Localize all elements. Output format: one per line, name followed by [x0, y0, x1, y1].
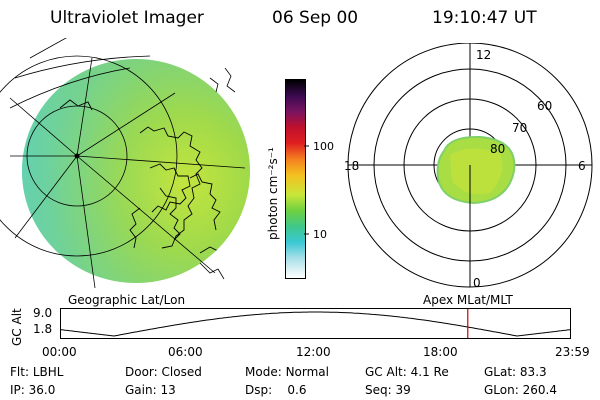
info-gc-alt: GC Alt: 4.1 Re — [365, 365, 449, 379]
lat-label-80: 80 — [490, 142, 505, 156]
altitude-plot-frame — [60, 308, 571, 339]
time-tick-1800: 18:00 — [423, 345, 458, 359]
polar-panel-label: Apex MLat/MLT — [423, 293, 513, 307]
info-seq: Seq: 39 — [365, 383, 411, 397]
time-tick-2359: 23:59 — [555, 345, 590, 359]
time-label: 19:10:47 UT — [432, 8, 537, 28]
mlt-label-right: 6 — [578, 159, 586, 173]
time-tick-1200: 12:00 — [296, 345, 331, 359]
info-glon: GLon: 260.4 — [484, 383, 557, 397]
geo-panel-label: Geographic Lat/Lon — [68, 293, 186, 307]
time-tick-0600: 06:00 — [168, 345, 203, 359]
mlt-label-bottom: 0 — [473, 276, 481, 290]
date-label: 06 Sep 00 — [272, 8, 359, 28]
altitude-ytick-bottom: 1.8 — [33, 322, 53, 336]
colorbar-tick-10: 10 — [313, 228, 327, 241]
altitude-ylabel: GC Alt — [10, 308, 24, 346]
info-gain: Gain: 13 — [125, 383, 176, 397]
mlt-label-left: 18 — [344, 159, 359, 173]
lat-label-60: 60 — [537, 99, 552, 113]
lat-lon-grid — [0, 38, 246, 289]
info-glat: GLat: 83.3 — [484, 365, 547, 379]
info-dsp: Dsp: 0.6 — [245, 383, 307, 397]
altitude-curve — [60, 311, 571, 337]
app-title: Ultraviolet Imager — [50, 8, 204, 28]
info-door: Door: Closed — [125, 365, 202, 379]
altitude-plot — [60, 308, 571, 339]
colorbar-axis: 100 10 — [304, 140, 334, 241]
colorbar-unit-label: photon cm⁻²s⁻¹ — [266, 147, 280, 240]
colorbar-tick-100: 100 — [313, 140, 334, 153]
altitude-ytick-top: 9.0 — [33, 306, 53, 320]
time-tick-0000: 00:00 — [42, 345, 77, 359]
info-flt: Flt: LBHL — [10, 365, 64, 379]
colorbar — [285, 79, 306, 279]
polar-plot-panel: 12 0 18 6 60 70 80 — [344, 43, 593, 290]
geographic-image-panel — [0, 38, 250, 289]
info-ip: IP: 36.0 — [10, 383, 56, 397]
pole-marker — [74, 153, 80, 159]
info-mode: Mode: Normal — [245, 365, 329, 379]
lat-label-70: 70 — [512, 121, 527, 135]
mlt-label-top: 12 — [476, 48, 491, 62]
